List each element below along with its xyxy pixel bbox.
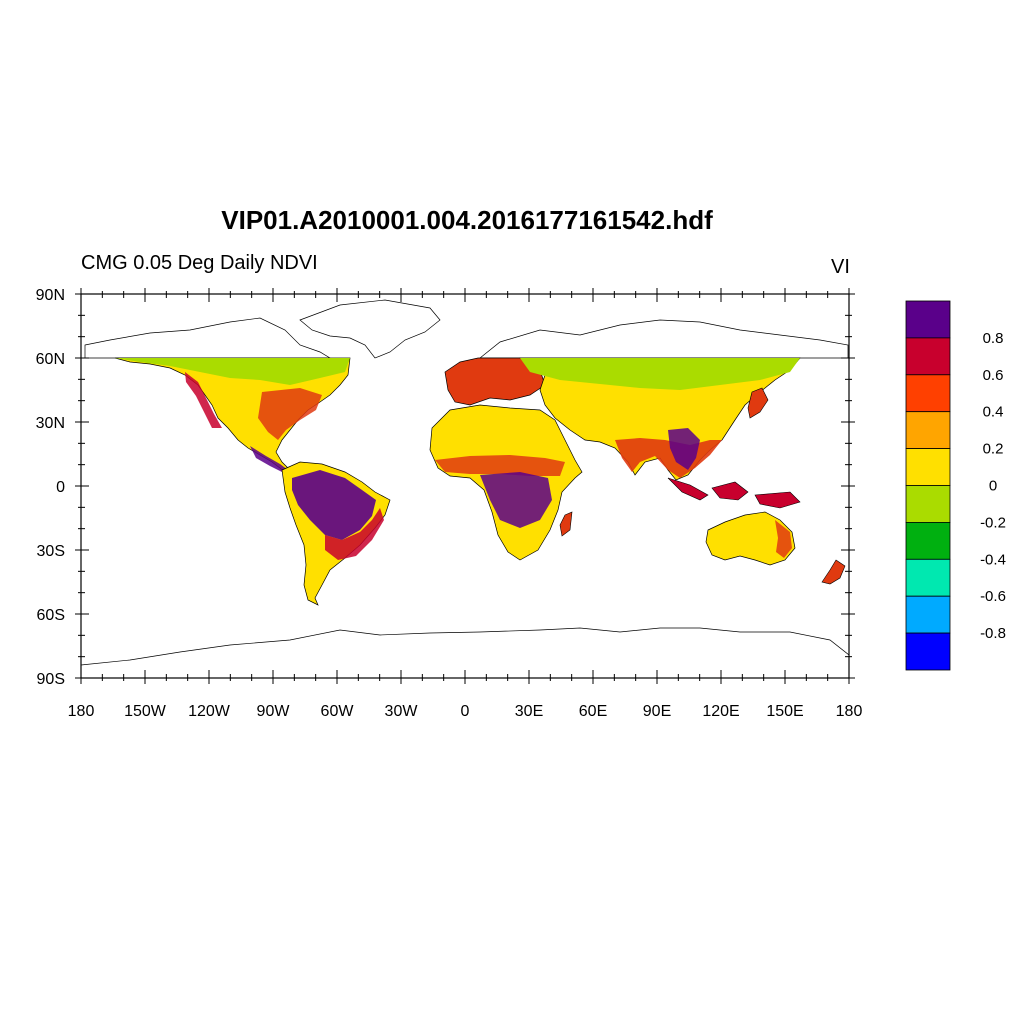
north-america-east-forest bbox=[258, 388, 322, 440]
colorbar-label: 0.8 bbox=[983, 330, 1004, 347]
colorbar-swatch bbox=[905, 558, 951, 597]
colorbar: 0.8 0.6 0.4 0.2 0 -0.2 -0.4 -0.6 -0.8 bbox=[905, 300, 1006, 671]
colorbar-label: 0.2 bbox=[983, 441, 1004, 458]
colorbar-label: 0.4 bbox=[983, 404, 1004, 421]
colorbar-swatch bbox=[905, 522, 951, 560]
colorbar-label: 0.6 bbox=[983, 367, 1004, 384]
x-tick-label: 150W bbox=[124, 703, 167, 720]
y-tick-label: 30N bbox=[36, 415, 65, 432]
x-tick-label: 60E bbox=[579, 703, 607, 720]
x-tick-label: 180 bbox=[68, 703, 95, 720]
south-asia-vegetation bbox=[615, 438, 722, 478]
colorbar-swatch bbox=[905, 374, 951, 413]
x-tick-label: 90E bbox=[643, 703, 671, 720]
japan-land bbox=[747, 387, 769, 419]
variable-label: VI bbox=[831, 256, 850, 278]
y-tick-label: 0 bbox=[56, 479, 65, 496]
new-zealand-land bbox=[821, 559, 846, 585]
europe-land bbox=[444, 357, 546, 406]
y-tick-label: 90S bbox=[37, 671, 65, 688]
african-sahel bbox=[435, 455, 565, 476]
x-tick-label: 180 bbox=[836, 703, 863, 720]
amazon-forest bbox=[292, 470, 376, 540]
congo-forest bbox=[480, 472, 552, 528]
y-tick-label: 30S bbox=[37, 543, 65, 560]
arctic-eurasia-outline bbox=[479, 319, 849, 359]
x-tick-label: 0 bbox=[461, 703, 470, 720]
x-tick-label: 60W bbox=[321, 703, 355, 720]
antarctica-outline bbox=[81, 627, 849, 678]
colorbar-swatch bbox=[905, 411, 951, 450]
colorbar-label: -0.8 bbox=[980, 625, 1006, 642]
colorbar-swatch bbox=[905, 448, 951, 486]
y-tick-label: 60N bbox=[36, 351, 65, 368]
madagascar-land bbox=[559, 511, 573, 537]
north-america-west-coast bbox=[185, 372, 222, 428]
x-axis-labels: 180 150W 120W 90W 60W 30W 0 30E 60E 90E 120E 150E 18… bbox=[68, 703, 863, 720]
y-tick-label: 60S bbox=[37, 607, 65, 624]
australia-land bbox=[705, 511, 796, 566]
siberia-band bbox=[520, 358, 800, 390]
south-america-savanna bbox=[325, 508, 384, 560]
colorbar-label: 0 bbox=[989, 478, 997, 495]
colorbar-swatch bbox=[905, 595, 951, 634]
colorbar-swatch bbox=[905, 337, 951, 376]
colorbar-swatch bbox=[905, 485, 951, 523]
colorbar-swatch bbox=[905, 632, 951, 671]
y-axis-labels: 90N 60N 30N 0 30S 60S 90S bbox=[36, 287, 65, 688]
colorbar-label: -0.2 bbox=[980, 514, 1006, 531]
x-tick-label: 30W bbox=[385, 703, 419, 720]
map-plot-area bbox=[81, 299, 849, 678]
x-tick-label: 150E bbox=[766, 703, 803, 720]
central-america-forest bbox=[250, 446, 288, 472]
arctic-north-america-outline bbox=[84, 317, 332, 359]
indonesia-land bbox=[667, 477, 801, 509]
colorbar-label: -0.4 bbox=[980, 551, 1006, 568]
north-america-boreal-band bbox=[115, 358, 350, 385]
axis-ticks bbox=[75, 288, 855, 684]
colorbar-label: -0.6 bbox=[980, 588, 1006, 605]
australia-east-coast bbox=[775, 520, 792, 558]
map-subtitle: CMG 0.05 Deg Daily NDVI bbox=[81, 252, 318, 274]
y-tick-label: 90N bbox=[36, 287, 65, 304]
x-tick-label: 90W bbox=[257, 703, 291, 720]
x-tick-label: 30E bbox=[515, 703, 543, 720]
x-tick-label: 120W bbox=[188, 703, 231, 720]
map-title: VIP01.A2010001.004.2016177161542.hdf bbox=[221, 205, 713, 235]
x-tick-label: 120E bbox=[702, 703, 739, 720]
colorbar-swatch bbox=[905, 300, 951, 339]
indochina-forest bbox=[668, 428, 700, 470]
greenland-outline bbox=[299, 299, 441, 359]
